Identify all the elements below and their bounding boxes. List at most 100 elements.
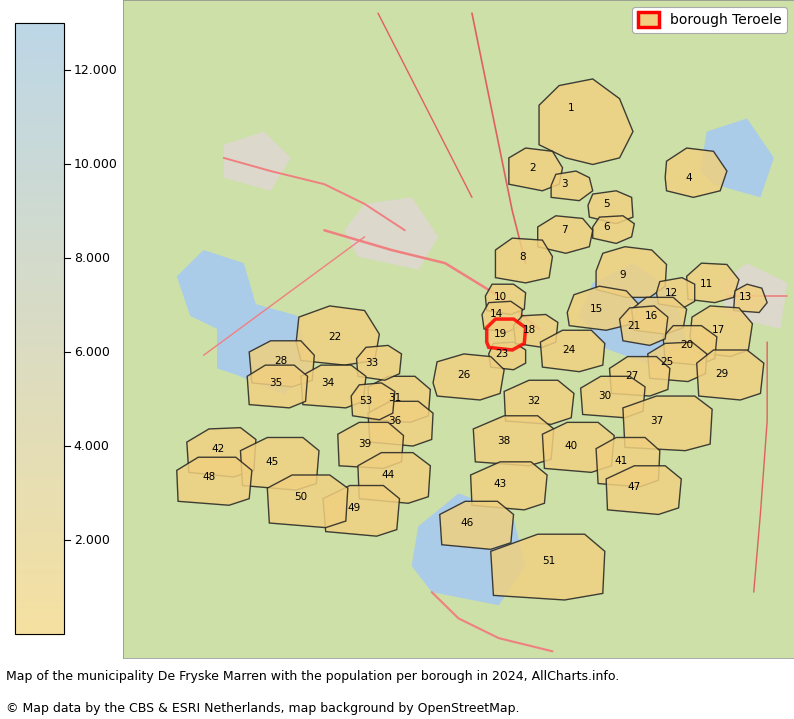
Text: 39: 39 [358, 439, 372, 449]
Polygon shape [720, 263, 788, 329]
Polygon shape [296, 306, 380, 365]
Text: 34: 34 [321, 378, 334, 388]
Text: 37: 37 [649, 416, 663, 426]
Polygon shape [504, 380, 574, 424]
Text: 16: 16 [646, 311, 658, 321]
Polygon shape [606, 466, 681, 515]
Polygon shape [541, 330, 605, 372]
Polygon shape [596, 247, 666, 298]
Text: 12.000: 12.000 [74, 64, 118, 77]
Text: 53: 53 [360, 396, 372, 406]
Polygon shape [358, 453, 430, 503]
Polygon shape [491, 534, 605, 600]
Text: 43: 43 [494, 479, 507, 488]
Text: 2: 2 [529, 162, 536, 173]
Polygon shape [351, 383, 395, 420]
Text: 29: 29 [715, 369, 728, 379]
Text: © Map data by the CBS & ESRI Netherlands, map background by OpenStreetMap.: © Map data by the CBS & ESRI Netherlands… [6, 702, 520, 715]
Polygon shape [177, 457, 252, 505]
Polygon shape [539, 79, 633, 165]
Text: 21: 21 [628, 321, 641, 331]
Polygon shape [619, 306, 668, 345]
Text: 6.000: 6.000 [74, 346, 110, 359]
Text: 10: 10 [494, 293, 507, 303]
Text: 11: 11 [700, 279, 713, 289]
Polygon shape [580, 376, 645, 418]
Legend: borough Teroele: borough Teroele [632, 7, 787, 33]
Polygon shape [696, 350, 764, 400]
Polygon shape [542, 422, 615, 472]
Polygon shape [368, 401, 433, 446]
Polygon shape [301, 365, 366, 408]
Polygon shape [495, 238, 553, 283]
Text: 12: 12 [665, 288, 679, 298]
Text: 32: 32 [527, 396, 540, 406]
Text: 20: 20 [680, 340, 693, 350]
Polygon shape [588, 191, 633, 224]
Text: 8: 8 [519, 252, 526, 262]
Polygon shape [663, 326, 717, 365]
Text: 36: 36 [388, 416, 402, 426]
Text: 25: 25 [660, 357, 673, 367]
Text: 4: 4 [685, 173, 692, 183]
Polygon shape [224, 132, 291, 191]
Polygon shape [268, 475, 348, 528]
Polygon shape [487, 319, 526, 350]
Text: 27: 27 [625, 371, 638, 381]
Polygon shape [217, 303, 311, 395]
Polygon shape [357, 345, 402, 380]
Polygon shape [687, 263, 739, 303]
Text: 1: 1 [568, 103, 575, 113]
Polygon shape [482, 301, 522, 332]
Polygon shape [657, 278, 695, 308]
Text: 19: 19 [494, 329, 507, 339]
Text: 14: 14 [490, 309, 503, 319]
Text: 6: 6 [603, 222, 610, 232]
Polygon shape [411, 493, 526, 605]
Text: 50: 50 [295, 492, 307, 502]
Text: 18: 18 [522, 325, 536, 335]
Text: 26: 26 [457, 370, 471, 380]
Polygon shape [567, 286, 638, 330]
Polygon shape [345, 198, 438, 270]
Polygon shape [592, 216, 634, 244]
Text: 2.000: 2.000 [74, 534, 110, 547]
Polygon shape [596, 437, 660, 487]
Text: 8.000: 8.000 [74, 252, 110, 265]
Polygon shape [610, 357, 670, 396]
Text: 15: 15 [589, 304, 603, 314]
Text: 30: 30 [598, 391, 611, 401]
Polygon shape [551, 171, 592, 201]
Polygon shape [734, 284, 767, 313]
Text: 10.000: 10.000 [74, 158, 118, 171]
Text: 22: 22 [328, 332, 341, 342]
Text: 40: 40 [565, 441, 578, 451]
Text: 7: 7 [561, 225, 568, 235]
Polygon shape [538, 216, 592, 253]
Text: 48: 48 [202, 472, 216, 482]
Polygon shape [509, 148, 562, 191]
Polygon shape [187, 428, 256, 477]
Text: 47: 47 [628, 482, 641, 492]
Polygon shape [489, 342, 526, 370]
Polygon shape [690, 306, 753, 357]
Text: 41: 41 [615, 456, 627, 465]
Text: 24: 24 [563, 345, 576, 355]
Text: 42: 42 [212, 444, 225, 454]
Polygon shape [368, 376, 430, 422]
Text: 38: 38 [498, 436, 511, 446]
Text: 45: 45 [265, 457, 279, 467]
Text: 35: 35 [269, 378, 283, 388]
Text: 46: 46 [460, 518, 473, 528]
Text: 44: 44 [381, 470, 395, 480]
Text: 31: 31 [388, 393, 402, 403]
Text: 33: 33 [364, 358, 378, 368]
Polygon shape [433, 354, 504, 400]
Polygon shape [123, 0, 794, 658]
Polygon shape [473, 416, 553, 466]
Text: 23: 23 [495, 349, 509, 359]
Polygon shape [440, 501, 514, 549]
Polygon shape [247, 365, 307, 408]
Polygon shape [471, 462, 547, 510]
Polygon shape [485, 284, 526, 314]
